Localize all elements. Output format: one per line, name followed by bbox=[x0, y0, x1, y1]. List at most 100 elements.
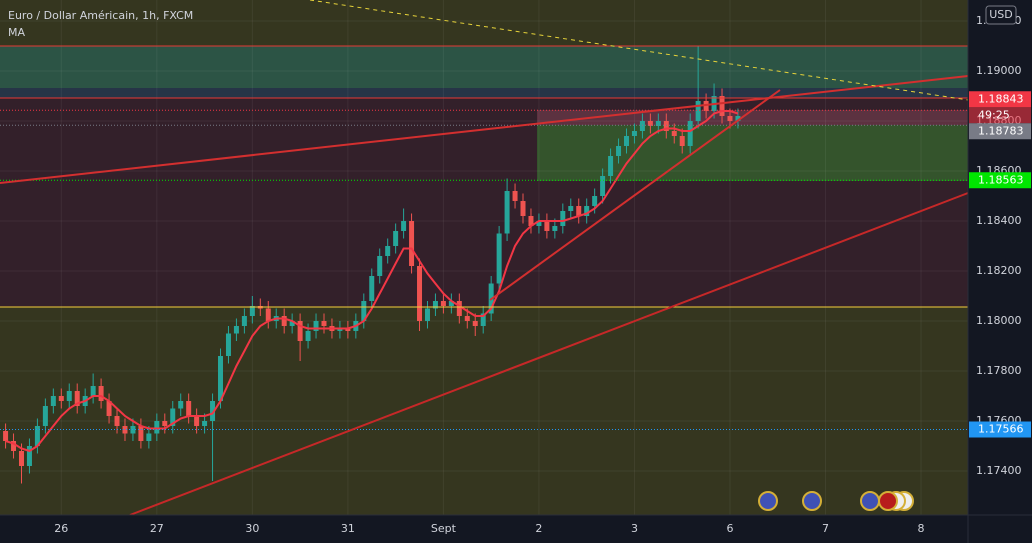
candle-body bbox=[210, 401, 216, 421]
candle-body bbox=[448, 301, 454, 306]
candle-body bbox=[34, 426, 40, 446]
trend-line bbox=[489, 89, 781, 301]
candle-body bbox=[186, 401, 192, 416]
candle-body bbox=[202, 421, 208, 426]
candle-body bbox=[361, 301, 367, 321]
candle-body bbox=[265, 308, 271, 321]
candle-body bbox=[496, 233, 502, 284]
candle-body bbox=[417, 266, 423, 321]
candle-body bbox=[321, 321, 327, 326]
price-label: 1.18563 bbox=[978, 173, 1024, 186]
zone bbox=[0, 307, 968, 515]
candle-body bbox=[305, 331, 311, 341]
axes: 1.174001.176001.178001.180001.182001.184… bbox=[54, 14, 1031, 535]
currency-button[interactable] bbox=[985, 5, 1017, 25]
candle-body bbox=[616, 146, 622, 156]
candle-body bbox=[687, 121, 693, 146]
event-icon bbox=[878, 491, 898, 511]
y-tick-label: 1.19000 bbox=[976, 64, 1022, 77]
candle-body bbox=[631, 131, 637, 136]
zone bbox=[537, 125, 968, 181]
candle-body bbox=[58, 396, 64, 401]
legend-entry: MA bbox=[8, 26, 25, 39]
x-tick-label: 27 bbox=[150, 522, 164, 535]
zone bbox=[0, 46, 968, 88]
candle-body bbox=[377, 256, 383, 276]
candle-body bbox=[719, 96, 725, 116]
candle-body bbox=[18, 451, 24, 466]
candle-body bbox=[600, 176, 606, 196]
x-tick-label: 26 bbox=[54, 522, 68, 535]
candle-body bbox=[735, 116, 741, 121]
price-label: 1.18783 bbox=[978, 124, 1024, 137]
candle-body bbox=[568, 206, 574, 211]
candle-body bbox=[138, 426, 144, 441]
candle-body bbox=[26, 446, 32, 466]
candle-body bbox=[393, 231, 399, 246]
trend-line bbox=[0, 75, 969, 184]
candle-body bbox=[241, 316, 247, 326]
candle-body bbox=[194, 416, 200, 426]
candle-body bbox=[679, 136, 685, 146]
grid bbox=[0, 0, 968, 515]
candle-body bbox=[647, 121, 653, 126]
candle-body bbox=[409, 221, 415, 266]
zone bbox=[0, 0, 968, 46]
candle-body bbox=[122, 426, 128, 434]
candle-body bbox=[727, 116, 733, 121]
event-icon bbox=[758, 491, 778, 511]
candle-body bbox=[576, 206, 582, 216]
event-icons bbox=[758, 491, 914, 511]
price-label: 1.18843 bbox=[978, 92, 1024, 105]
y-tick-label: 1.18400 bbox=[976, 214, 1022, 227]
candle-body bbox=[249, 306, 255, 316]
chart-title: Euro / Dollar Américain, 1h, FXCM bbox=[8, 9, 193, 22]
x-tick-label: 30 bbox=[245, 522, 259, 535]
x-tick-label: 7 bbox=[822, 522, 829, 535]
candle-body bbox=[623, 136, 629, 146]
candle-body bbox=[170, 408, 176, 426]
candle-body bbox=[512, 191, 518, 201]
candle-body bbox=[608, 156, 614, 176]
candle-body bbox=[218, 356, 224, 401]
candle-body bbox=[560, 211, 566, 226]
candle-body bbox=[345, 328, 351, 331]
drawings bbox=[0, 0, 969, 516]
candle-body bbox=[528, 216, 534, 226]
price-label-bg bbox=[969, 421, 1031, 438]
zone bbox=[0, 88, 968, 98]
candle-body bbox=[456, 301, 462, 316]
candle-body bbox=[289, 321, 295, 326]
event-icon bbox=[860, 491, 880, 511]
candle-body bbox=[655, 121, 661, 126]
candle-body bbox=[401, 221, 407, 231]
y-tick-label: 1.18000 bbox=[976, 314, 1022, 327]
candle-body bbox=[146, 433, 152, 441]
price-label-bg bbox=[969, 91, 1031, 108]
candle-body bbox=[90, 386, 96, 396]
zones bbox=[0, 0, 968, 515]
candle-body bbox=[480, 313, 486, 326]
candle-body bbox=[504, 191, 510, 234]
candle-body bbox=[162, 421, 168, 426]
candle-body bbox=[671, 131, 677, 136]
candle-body bbox=[464, 316, 470, 321]
candle-body bbox=[98, 386, 104, 401]
candle-body bbox=[154, 421, 160, 434]
countdown-bg bbox=[969, 107, 1031, 124]
candle-body bbox=[281, 316, 287, 326]
currency-label[interactable]: USD bbox=[989, 8, 1013, 21]
price-label-bg bbox=[969, 172, 1031, 189]
candle-body bbox=[424, 308, 430, 321]
candle-body bbox=[178, 401, 184, 409]
price-label: 1.17566 bbox=[978, 423, 1024, 436]
countdown: 49:25 bbox=[978, 108, 1010, 121]
candle-body bbox=[233, 326, 239, 334]
y-tick-label: 1.17800 bbox=[976, 364, 1022, 377]
candle-body bbox=[3, 431, 9, 441]
candle-body bbox=[50, 396, 56, 406]
candle-body bbox=[385, 246, 391, 256]
candle-body bbox=[536, 221, 542, 226]
candle-body bbox=[472, 321, 478, 326]
